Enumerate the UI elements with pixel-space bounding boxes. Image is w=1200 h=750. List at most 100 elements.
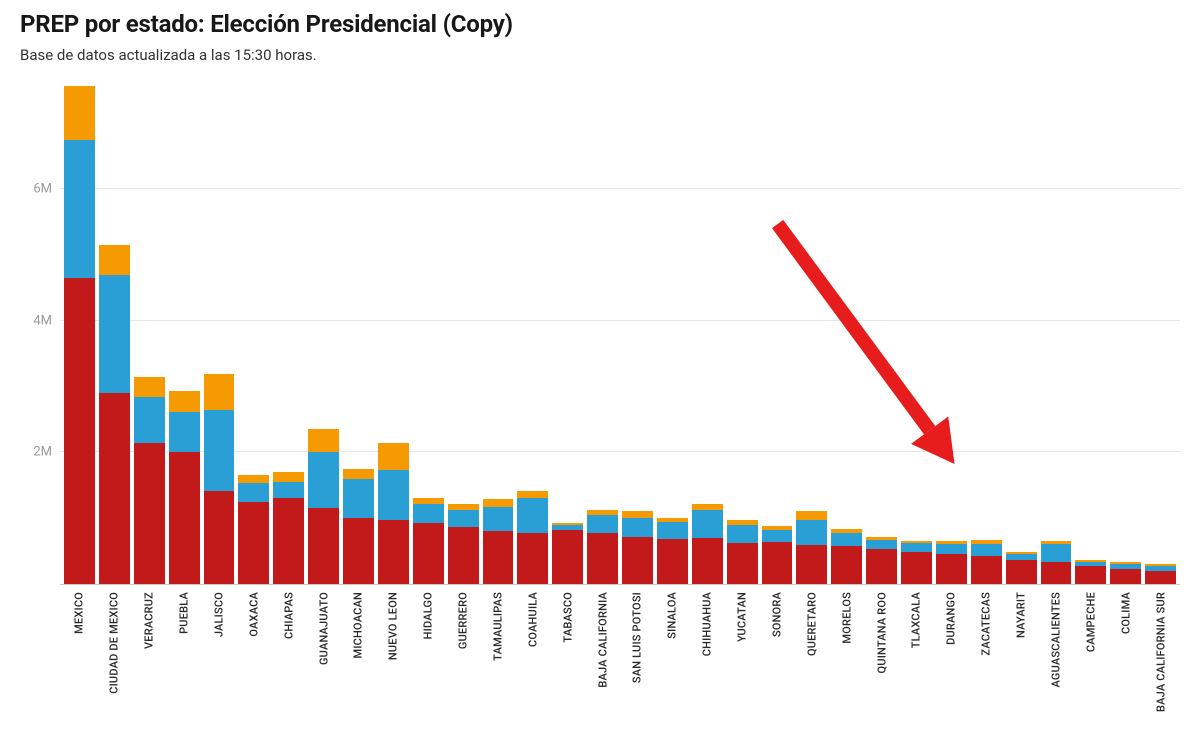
bar-segment <box>448 510 479 527</box>
bar-column <box>343 84 374 584</box>
bar-segment <box>901 552 932 584</box>
bar-segment <box>378 470 409 519</box>
bar-column <box>238 84 269 584</box>
bar-column <box>762 84 793 584</box>
bar-segment <box>1145 571 1176 584</box>
bar-column <box>692 84 723 584</box>
y-axis-label: 6M <box>33 182 60 197</box>
bar-segment <box>448 527 479 584</box>
bar-column <box>1075 84 1106 584</box>
bar-column <box>936 84 967 584</box>
bar-segment <box>413 498 444 505</box>
bar-segment <box>831 533 862 546</box>
bar-segment <box>517 533 548 584</box>
bar-segment <box>64 86 95 140</box>
bar-column <box>1145 84 1176 584</box>
bar-segment <box>238 483 269 502</box>
bar-segment <box>517 491 548 499</box>
bar-segment <box>169 452 200 584</box>
bar-segment <box>99 275 130 393</box>
bar-segment <box>413 504 444 522</box>
chart-subtitle: Base de datos actualizada a las 15:30 ho… <box>20 46 1180 64</box>
bar-segment <box>99 393 130 584</box>
bar-segment <box>169 391 200 412</box>
bar-segment <box>273 482 304 498</box>
bar-segment <box>517 498 548 532</box>
bar-segment <box>936 554 967 584</box>
bar-segment <box>796 511 827 520</box>
bar-segment <box>1006 554 1037 561</box>
bar-column <box>378 84 409 584</box>
bar-segment <box>134 377 165 396</box>
bar-segment <box>238 475 269 483</box>
bar-segment <box>273 472 304 483</box>
bar-segment <box>866 549 897 584</box>
bar-column <box>483 84 514 584</box>
bar-column <box>517 84 548 584</box>
bar-segment <box>343 479 374 518</box>
bar-segment <box>971 556 1002 584</box>
bar-segment <box>762 530 793 542</box>
bar-segment <box>64 278 95 584</box>
bar-segment <box>64 140 95 278</box>
bar-segment <box>169 412 200 453</box>
bar-segment <box>238 502 269 584</box>
bar-segment <box>134 443 165 584</box>
bar-column <box>448 84 479 584</box>
bar-segment <box>622 511 653 518</box>
bar-segment <box>727 525 758 543</box>
bar-segment <box>204 374 235 411</box>
bar-segment <box>1006 560 1037 584</box>
bar-segment <box>1075 566 1106 584</box>
bar-segment <box>483 531 514 584</box>
bar-segment <box>587 533 618 584</box>
bar-segment <box>483 499 514 507</box>
bar-column <box>1006 84 1037 584</box>
bar-segment <box>901 543 932 552</box>
bar-segment <box>692 538 723 584</box>
bar-segment <box>204 410 235 490</box>
bar-segment <box>796 520 827 545</box>
bar-segment <box>622 518 653 537</box>
bar-segment <box>971 544 1002 556</box>
bar-segment <box>1041 544 1072 562</box>
bar-segment <box>657 539 688 584</box>
bar-segment <box>308 452 339 509</box>
bar-segment <box>587 515 618 533</box>
chart-area: 2M4M6M MEXICOCIUDAD DE MEXICOVERACRUZPUE… <box>20 84 1180 714</box>
bar-column <box>64 84 95 584</box>
bar-segment <box>657 522 688 540</box>
bar-column <box>587 84 618 584</box>
bar-segment <box>483 507 514 531</box>
bar-segment <box>378 520 409 584</box>
chart-title: PREP por estado: Elección Presidencial (… <box>20 10 1180 38</box>
bar-column <box>99 84 130 584</box>
plot-region: 2M4M6M <box>60 84 1180 585</box>
bar-segment <box>1110 569 1141 584</box>
bar-segment <box>343 518 374 584</box>
bar-segment <box>413 523 444 584</box>
bar-column <box>657 84 688 584</box>
bar-segment <box>727 543 758 584</box>
bar-column <box>622 84 653 584</box>
bar-column <box>831 84 862 584</box>
bar-segment <box>378 443 409 471</box>
bar-segment <box>308 508 339 584</box>
bar-segment <box>936 544 967 555</box>
bar-column <box>308 84 339 584</box>
bar-segment <box>796 545 827 584</box>
bar-segment <box>866 540 897 549</box>
bar-segment <box>134 397 165 443</box>
bar-column <box>971 84 1002 584</box>
bar-column <box>796 84 827 584</box>
bar-segment <box>622 537 653 584</box>
bars-container <box>60 84 1180 584</box>
bar-column <box>727 84 758 584</box>
y-axis-label: 4M <box>33 313 60 328</box>
bar-segment <box>552 530 583 584</box>
bar-segment <box>204 491 235 584</box>
bar-segment <box>343 469 374 480</box>
bar-column <box>204 84 235 584</box>
bar-segment <box>692 510 723 538</box>
bar-segment <box>308 429 339 452</box>
